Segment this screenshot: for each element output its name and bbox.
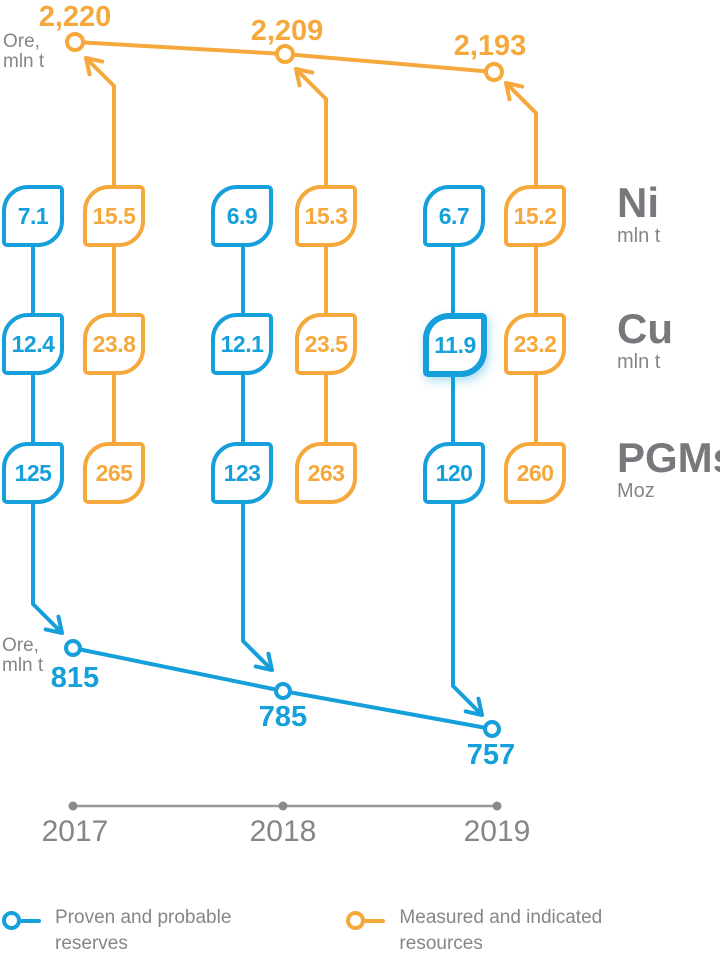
- resources-arrow-2018: [294, 67, 328, 470]
- metal-unit: mln t: [617, 225, 661, 247]
- badge-ni-reserves-2017[interactable]: 7.1: [2, 185, 64, 247]
- resources-ore-value-2017: 2,220: [38, 1, 112, 33]
- badge-ni-resources-2019[interactable]: 15.2: [504, 185, 566, 247]
- reserves-series-marker-icon: [2, 911, 41, 930]
- metal-label-ni: Ni mln t: [617, 179, 661, 248]
- metal-unit: Moz: [617, 480, 655, 502]
- resources-point-2019: [484, 62, 504, 82]
- reserves-arrow-2017: [31, 216, 64, 635]
- resources-point-2017: [65, 32, 85, 52]
- year-axis-tick-2017: [68, 801, 78, 811]
- resources-ore-value-2018: 2,209: [250, 15, 324, 47]
- metal-label-pgms: PGMs Moz: [617, 434, 720, 503]
- metal-symbol: PGMs: [617, 434, 720, 481]
- metal-symbol: Ni: [617, 179, 659, 226]
- legend-item-resources: Measured and indicated resources: [346, 905, 602, 953]
- badge-ni-resources-2018[interactable]: 15.3: [295, 185, 357, 247]
- reserves-ore-value-2017: 815: [50, 662, 100, 694]
- year-label-2018: 2018: [249, 815, 317, 848]
- reserves-point-2018: [274, 682, 292, 700]
- resources-ore-unit-label: Ore, mln t: [3, 31, 45, 72]
- resources-point-2018: [275, 44, 295, 64]
- badge-pgms-reserves-2017[interactable]: 125: [2, 442, 64, 504]
- badge-pgms-resources-2017[interactable]: 265: [83, 442, 145, 504]
- metal-label-cu: Cu mln t: [617, 305, 673, 374]
- metal-symbol: Cu: [617, 305, 673, 352]
- reserves-ore-unit-label: Ore, mln t: [2, 635, 44, 676]
- legend-label-resources: Measured and indicated resources: [399, 907, 603, 953]
- legend-item-reserves: Proven and probable reserves: [2, 905, 231, 953]
- badge-cu-reserves-2018[interactable]: 12.1: [211, 313, 273, 375]
- badge-cu-resources-2017[interactable]: 23.8: [83, 313, 145, 375]
- resources-ore-value-2019: 2,193: [453, 30, 527, 62]
- reserves-point-2017: [64, 639, 82, 657]
- badge-pgms-reserves-2018[interactable]: 123: [211, 442, 273, 504]
- badge-ni-resources-2017[interactable]: 15.5: [83, 185, 145, 247]
- badge-ni-reserves-2018[interactable]: 6.9: [211, 185, 273, 247]
- year-label-2019: 2019: [463, 815, 531, 848]
- metal-unit: mln t: [617, 351, 661, 373]
- badge-cu-resources-2019[interactable]: 23.2: [504, 313, 566, 375]
- badge-cu-resources-2018[interactable]: 23.5: [295, 313, 357, 375]
- reserves-point-2019: [483, 720, 501, 738]
- legend-label-reserves: Proven and probable reserves: [55, 907, 232, 953]
- reserves-ore-value-2018: 785: [258, 701, 308, 733]
- legend: Proven and probable reserves Measured an…: [2, 905, 602, 953]
- year-label-2017: 2017: [41, 815, 109, 848]
- year-axis-tick-2018: [278, 801, 288, 811]
- resources-arrow-2019: [504, 81, 538, 470]
- year-axis-tick-2019: [492, 801, 502, 811]
- badge-ni-reserves-2019[interactable]: 6.7: [423, 185, 485, 247]
- reserves-ore-value-2019: 757: [466, 739, 516, 771]
- badge-pgms-reserves-2019[interactable]: 120: [423, 442, 485, 504]
- badge-cu-reserves-2017[interactable]: 12.4: [2, 313, 64, 375]
- badge-pgms-resources-2018[interactable]: 263: [295, 442, 357, 504]
- resources-series-marker-icon: [346, 911, 386, 930]
- badge-pgms-resources-2019[interactable]: 260: [504, 442, 566, 504]
- resources-arrow-2017: [84, 56, 116, 470]
- badge-cu-reserves-2019-highlighted[interactable]: 11.9: [423, 313, 487, 377]
